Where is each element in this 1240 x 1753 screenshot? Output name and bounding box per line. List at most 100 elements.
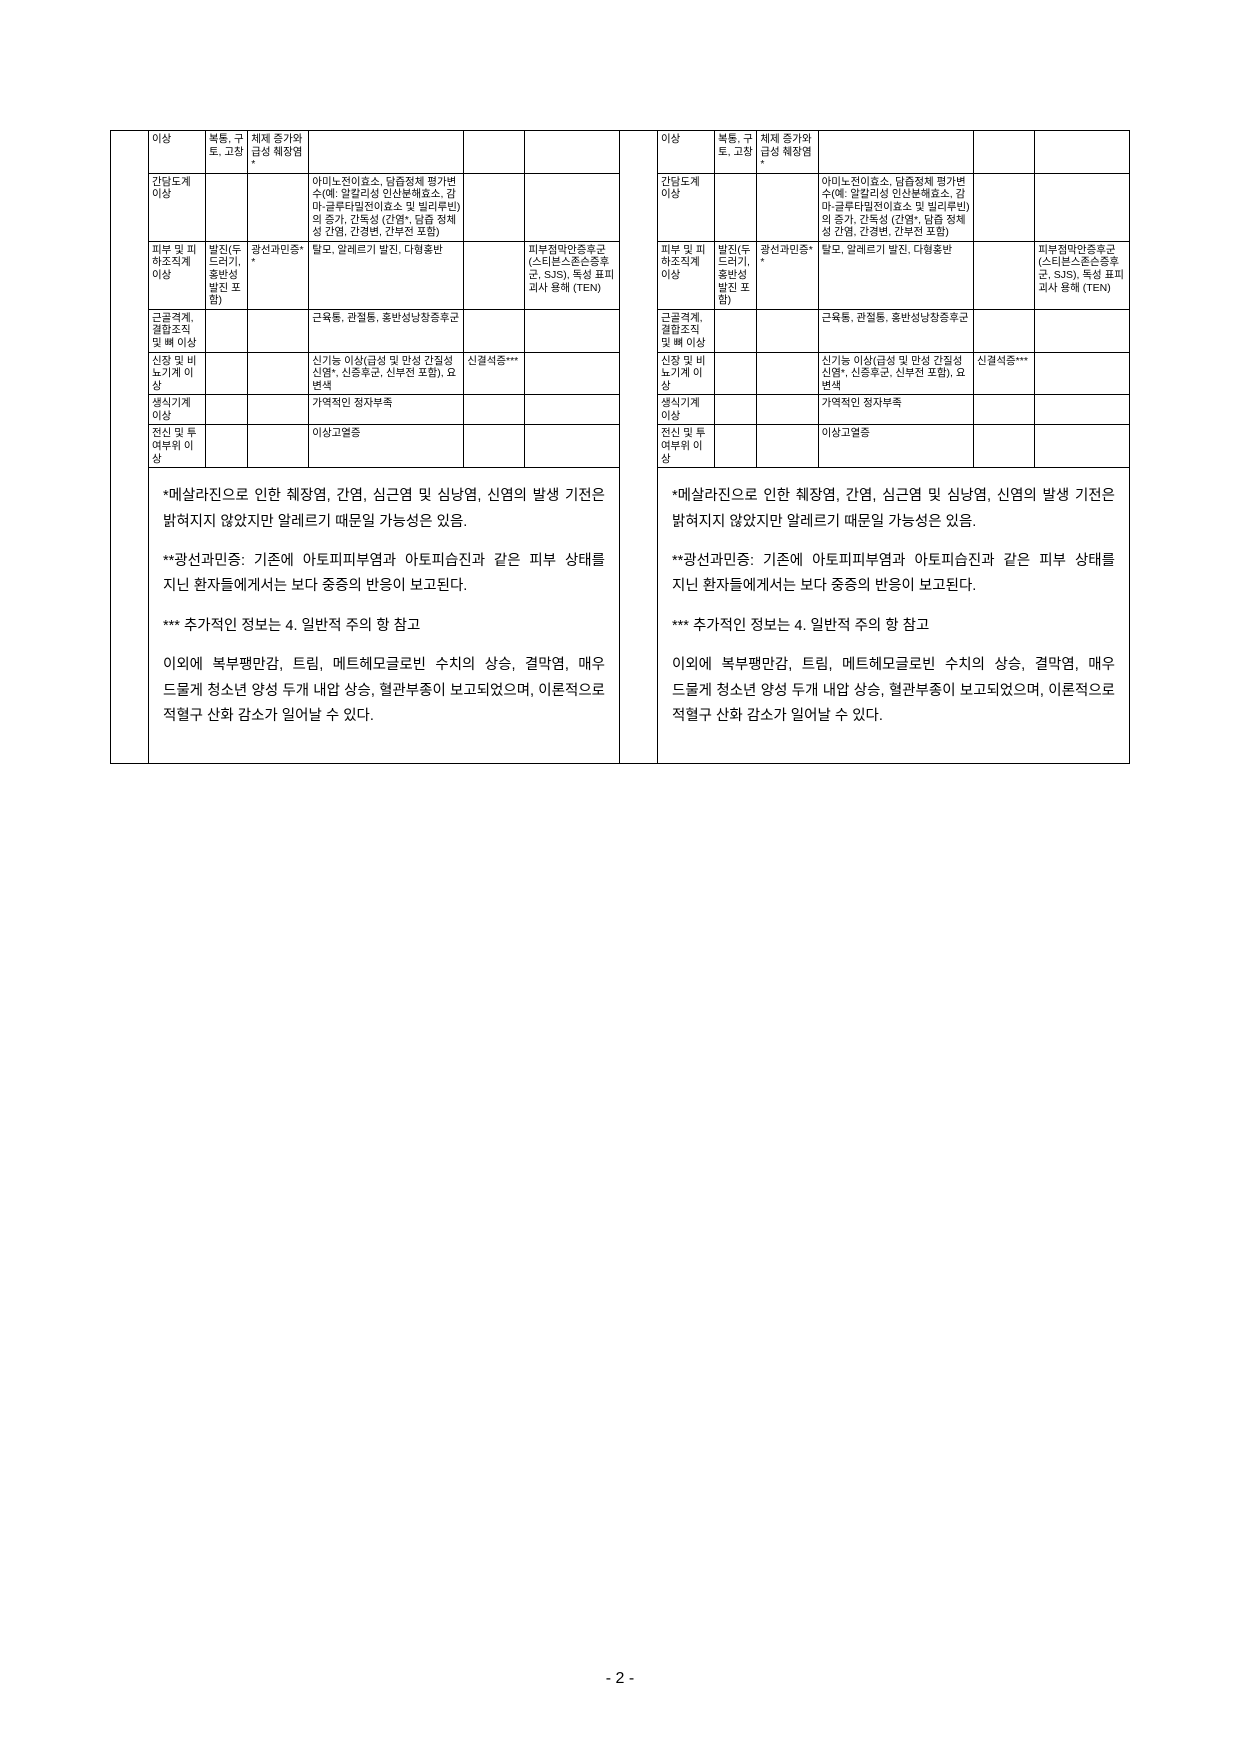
table-cell <box>525 425 619 468</box>
table-cell: 피부 및 피하조직계 이상 <box>658 241 715 309</box>
table-cell <box>818 131 973 173</box>
table-cell: 피부점막안증후군(스티븐스존슨증후군, SJS), 독성 표피 괴사 용해 (T… <box>1035 241 1129 309</box>
table-cell <box>757 425 818 468</box>
note-paragraph: **광선과민증: 기존에 아토피피부염과 아토피습진과 같은 피부 상태를 지닌… <box>163 549 605 600</box>
table-cell: 아미노전이효소, 담즙정체 평가변수(예: 알칼리성 인산분해효소, 감마-글루… <box>309 173 464 241</box>
table-cell: 복통, 구토, 고창 <box>715 131 757 173</box>
table-cell <box>715 425 757 468</box>
table-cell <box>464 309 525 352</box>
table-cell: 체제 증가와 급성 췌장염* <box>757 131 818 173</box>
notes-right: *메살라진으로 인한 췌장염, 간염, 심근염 및 심낭염, 신염의 발생 기전… <box>658 468 1129 763</box>
note-paragraph: *** 추가적인 정보는 4. 일반적 주의 항 참고 <box>672 614 1115 639</box>
table-cell: 전신 및 투여부위 이상 <box>149 425 205 468</box>
note-paragraph: 이외에 복부팽만감, 트림, 메트헤모글로빈 수치의 상승, 결막염, 매우 드… <box>163 653 605 729</box>
table-cell <box>974 425 1035 468</box>
table-cell <box>1035 352 1129 395</box>
table-cell: 신장 및 비뇨기계 이상 <box>658 352 715 395</box>
table-cell <box>1035 309 1129 352</box>
table-cell: 피부 및 피하조직계 이상 <box>149 241 205 309</box>
table-cell <box>205 352 247 395</box>
table-cell: 생식기계 이상 <box>658 395 715 425</box>
table-cell <box>757 395 818 425</box>
table-cell <box>1035 131 1129 173</box>
table-cell: 체제 증가와 급성 췌장염* <box>248 131 309 173</box>
table-cell: 생식기계 이상 <box>149 395 205 425</box>
table-cell <box>757 309 818 352</box>
data-table-left: 이상복통, 구토, 고창체제 증가와 급성 췌장염* 간담도계 이상 아미노전이효소… <box>149 131 619 468</box>
right-column: 이상복통, 구토, 고창체제 증가와 급성 췌장염* 간담도계 이상 아미노전이효소… <box>620 130 1130 764</box>
table-cell: 탈모, 알레르기 발진, 다형홍반 <box>309 241 464 309</box>
table-cell: 발진(두드러기, 홍반성 발진 포함) <box>715 241 757 309</box>
table-cell <box>525 309 619 352</box>
table-cell <box>974 241 1035 309</box>
table-cell <box>715 395 757 425</box>
table-cell: 근육통, 관절통, 홍반성낭창증후군 <box>818 309 973 352</box>
left-gutter <box>111 131 149 763</box>
table-cell: 근육통, 관절통, 홍반성낭창증후군 <box>309 309 464 352</box>
table-cell <box>464 395 525 425</box>
table-cell <box>248 352 309 395</box>
table-cell <box>1035 395 1129 425</box>
table-cell: 근골격계, 결합조직 및 뼈 이상 <box>658 309 715 352</box>
note-paragraph: *메살라진으로 인한 췌장염, 간염, 심근염 및 심낭염, 신염의 발생 기전… <box>672 484 1115 535</box>
table-cell: 신결석증*** <box>464 352 525 395</box>
table-cell <box>205 173 247 241</box>
table-cell <box>525 173 619 241</box>
table-cell <box>525 131 619 173</box>
table-cell: 신장 및 비뇨기계 이상 <box>149 352 205 395</box>
table-cell: 전신 및 투여부위 이상 <box>658 425 715 468</box>
right-gutter <box>620 131 658 763</box>
table-cell <box>974 309 1035 352</box>
table-cell <box>464 131 525 173</box>
table-cell: 피부점막안증후군(스티븐스존슨증후군, SJS), 독성 표피 괴사 용해 (T… <box>525 241 619 309</box>
table-cell <box>205 395 247 425</box>
table-cell <box>464 241 525 309</box>
table-cell: 근골격계, 결합조직 및 뼈 이상 <box>149 309 205 352</box>
table-cell: 광선과민증** <box>757 241 818 309</box>
table-cell <box>309 131 464 173</box>
table-cell <box>248 395 309 425</box>
table-cell: 신기능 이상(급성 및 만성 간질성 신염*, 신증후군, 신부전 포함), 요… <box>309 352 464 395</box>
table-cell: 가역적인 정자부족 <box>818 395 973 425</box>
table-cell <box>525 352 619 395</box>
table-cell: 광선과민증** <box>248 241 309 309</box>
table-cell <box>464 173 525 241</box>
table-cell <box>248 425 309 468</box>
table-cell: 간담도계 이상 <box>149 173 205 241</box>
table-cell: 아미노전이효소, 담즙정체 평가변수(예: 알칼리성 인산분해효소, 감마-글루… <box>818 173 973 241</box>
page-content: 이상복통, 구토, 고창체제 증가와 급성 췌장염*간담도계 이상아미노전이효소… <box>0 0 1240 764</box>
note-paragraph: **광선과민증: 기존에 아토피피부염과 아토피습진과 같은 피부 상태를 지닌… <box>672 549 1115 600</box>
table-cell: 이상 <box>149 131 205 173</box>
table-cell: 탈모, 알레르기 발진, 다형홍반 <box>818 241 973 309</box>
table-cell <box>974 131 1035 173</box>
notes-left: *메살라진으로 인한 췌장염, 간염, 심근염 및 심낭염, 신염의 발생 기전… <box>149 468 619 763</box>
table-cell <box>464 425 525 468</box>
table-cell <box>757 173 818 241</box>
table-cell <box>205 309 247 352</box>
table-cell <box>525 395 619 425</box>
table-cell: 가역적인 정자부족 <box>309 395 464 425</box>
table-cell: 이상 <box>658 131 715 173</box>
table-cell: 간담도계 이상 <box>658 173 715 241</box>
table-cell <box>248 173 309 241</box>
table-cell <box>248 309 309 352</box>
table-cell: 복통, 구토, 고창 <box>205 131 247 173</box>
left-column: 이상복통, 구토, 고창체제 증가와 급성 췌장염* 간담도계 이상 아미노전이효소… <box>110 130 620 764</box>
table-cell <box>757 352 818 395</box>
table-cell <box>974 173 1035 241</box>
note-paragraph: 이외에 복부팽만감, 트림, 메트헤모글로빈 수치의 상승, 결막염, 매우 드… <box>672 653 1115 729</box>
table-cell: 이상고열증 <box>309 425 464 468</box>
table-cell: 발진(두드러기, 홍반성 발진 포함) <box>205 241 247 309</box>
table-cell: 신기능 이상(급성 및 만성 간질성 신염*, 신증후군, 신부전 포함), 요… <box>818 352 973 395</box>
table-cell <box>1035 425 1129 468</box>
table-cell <box>1035 173 1129 241</box>
table-cell <box>715 352 757 395</box>
table-cell <box>205 425 247 468</box>
table-cell <box>974 395 1035 425</box>
table-cell <box>715 173 757 241</box>
table-cell: 신결석증*** <box>974 352 1035 395</box>
table-cell: 이상고열증 <box>818 425 973 468</box>
note-paragraph: *** 추가적인 정보는 4. 일반적 주의 항 참고 <box>163 614 605 639</box>
note-paragraph: *메살라진으로 인한 췌장염, 간염, 심근염 및 심낭염, 신염의 발생 기전… <box>163 484 605 535</box>
page-number: - 2 - <box>0 1669 1240 1689</box>
